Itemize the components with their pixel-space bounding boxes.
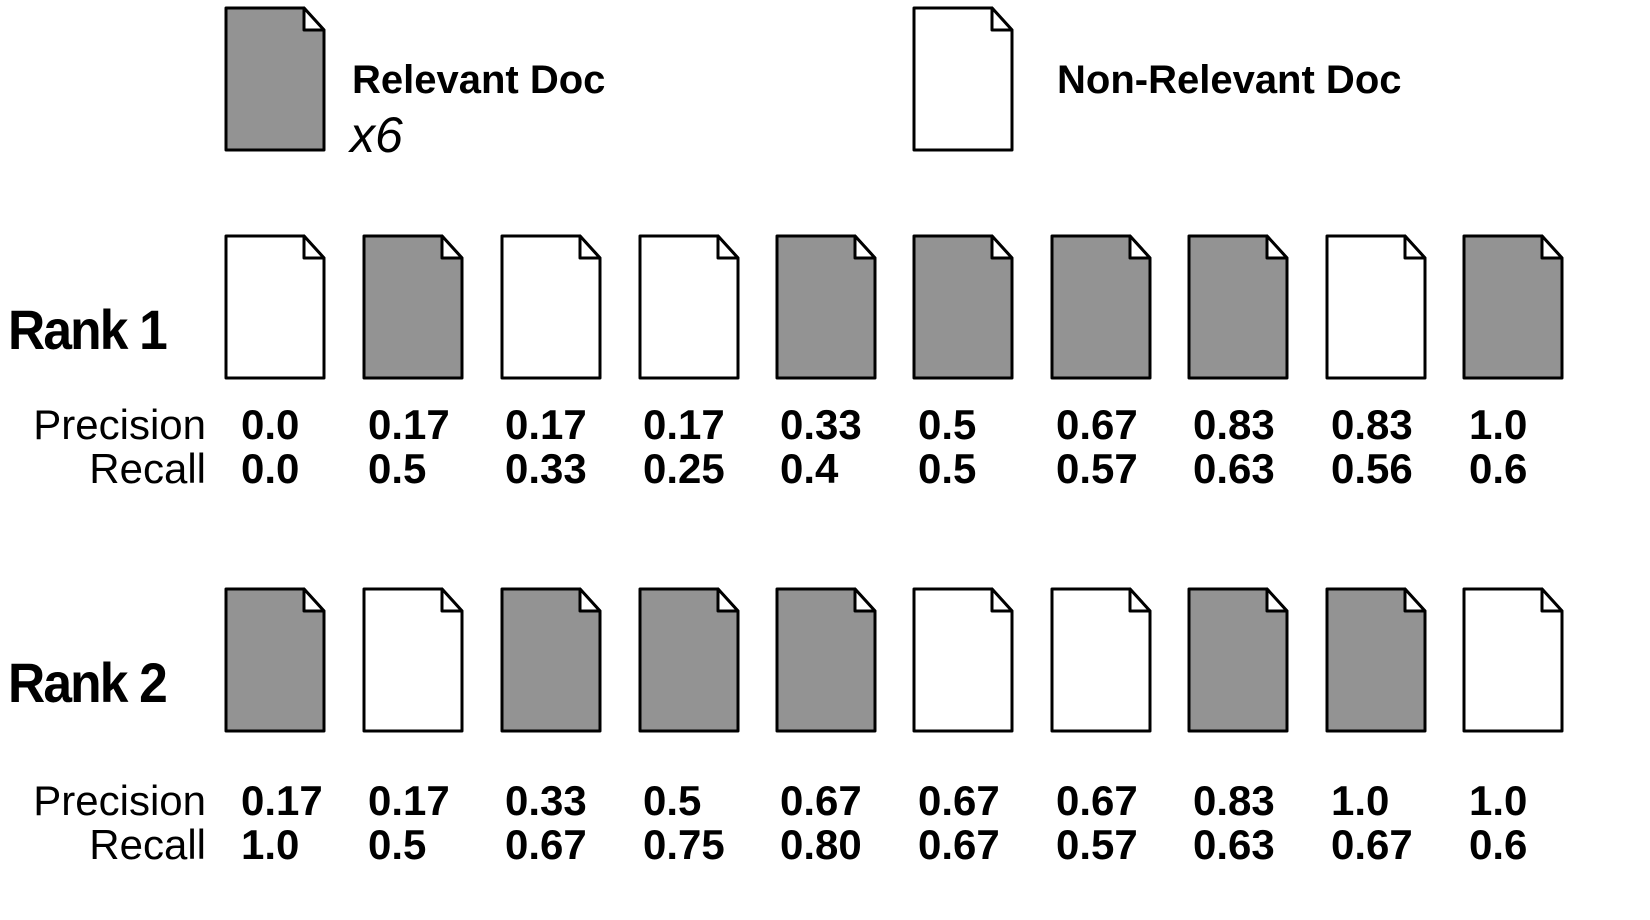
recall-value: 0.33	[505, 445, 587, 492]
recall-value: 0.25	[643, 445, 725, 492]
recall-value: 0.57	[1056, 821, 1138, 868]
rank-1-precision-label: Precision	[33, 401, 206, 448]
recall-value: 0.67	[918, 821, 1000, 868]
recall-value: 0.5	[368, 445, 427, 492]
relevant-doc-icon	[1460, 232, 1566, 382]
non-relevant-doc-icon	[1048, 585, 1154, 735]
relevant-doc-icon	[222, 585, 328, 735]
recall-value: 0.0	[241, 445, 300, 492]
precision-value: 0.33	[505, 777, 587, 824]
rank-1-label: Rank 1	[8, 298, 168, 361]
precision-value: 0.83	[1193, 777, 1275, 824]
relevant-doc-icon	[1323, 585, 1429, 735]
precision-value: 1.0	[1331, 777, 1390, 824]
recall-value: 0.57	[1056, 445, 1138, 492]
recall-value: 0.6	[1469, 445, 1528, 492]
recall-value: 1.0	[241, 821, 300, 868]
precision-value: 0.5	[643, 777, 702, 824]
relevant-doc-icon	[636, 585, 742, 735]
relevant-doc-label: Relevant Doc	[352, 58, 606, 102]
precision-value: 1.0	[1469, 401, 1528, 448]
non-relevant-doc-icon	[1460, 585, 1566, 735]
recall-value: 0.63	[1193, 821, 1275, 868]
precision-value: 0.67	[1056, 777, 1138, 824]
non-relevant-doc-icon	[910, 4, 1016, 154]
recall-value: 0.4	[780, 445, 839, 492]
relevant-doc-icon	[773, 232, 879, 382]
relevant-doc-icon	[1048, 232, 1154, 382]
precision-value: 0.67	[780, 777, 862, 824]
precision-value: 0.17	[643, 401, 725, 448]
non-relevant-doc-icon	[636, 232, 742, 382]
precision-value: 0.67	[1056, 401, 1138, 448]
precision-value: 0.17	[368, 777, 450, 824]
precision-value: 0.83	[1193, 401, 1275, 448]
rank-2-precision-label: Precision	[33, 777, 206, 824]
rank-2-label: Rank 2	[8, 651, 168, 714]
non-relevant-doc-icon	[910, 585, 1016, 735]
precision-value: 0.17	[241, 777, 323, 824]
recall-value: 0.6	[1469, 821, 1528, 868]
relevant-doc-icon	[498, 585, 604, 735]
relevant-doc-icon	[773, 585, 879, 735]
recall-value: 0.5	[918, 445, 977, 492]
relevant-doc-icon	[910, 232, 1016, 382]
precision-value: 0.17	[368, 401, 450, 448]
recall-value: 0.80	[780, 821, 862, 868]
relevant-doc-icon	[222, 4, 328, 154]
recall-value: 0.5	[368, 821, 427, 868]
relevant-doc-icon	[1185, 232, 1291, 382]
precision-value: 0.33	[780, 401, 862, 448]
precision-value: 0.0	[241, 401, 300, 448]
recall-value: 0.67	[505, 821, 587, 868]
recall-value: 0.75	[643, 821, 725, 868]
non-relevant-doc-icon	[360, 585, 466, 735]
relevant-doc-count: x6	[350, 107, 403, 163]
non-relevant-doc-icon	[222, 232, 328, 382]
recall-value: 0.63	[1193, 445, 1275, 492]
recall-value: 0.56	[1331, 445, 1413, 492]
recall-value: 0.67	[1331, 821, 1413, 868]
rank-2-recall-label: Recall	[89, 821, 206, 868]
non-relevant-doc-label: Non-Relevant Doc	[1057, 58, 1402, 102]
precision-value: 1.0	[1469, 777, 1528, 824]
non-relevant-doc-icon	[1323, 232, 1429, 382]
precision-value: 0.5	[918, 401, 977, 448]
precision-value: 0.67	[918, 777, 1000, 824]
precision-value: 0.17	[505, 401, 587, 448]
relevant-doc-icon	[1185, 585, 1291, 735]
precision-value: 0.83	[1331, 401, 1413, 448]
rank-1-recall-label: Recall	[89, 445, 206, 492]
non-relevant-doc-icon	[498, 232, 604, 382]
relevant-doc-icon	[360, 232, 466, 382]
